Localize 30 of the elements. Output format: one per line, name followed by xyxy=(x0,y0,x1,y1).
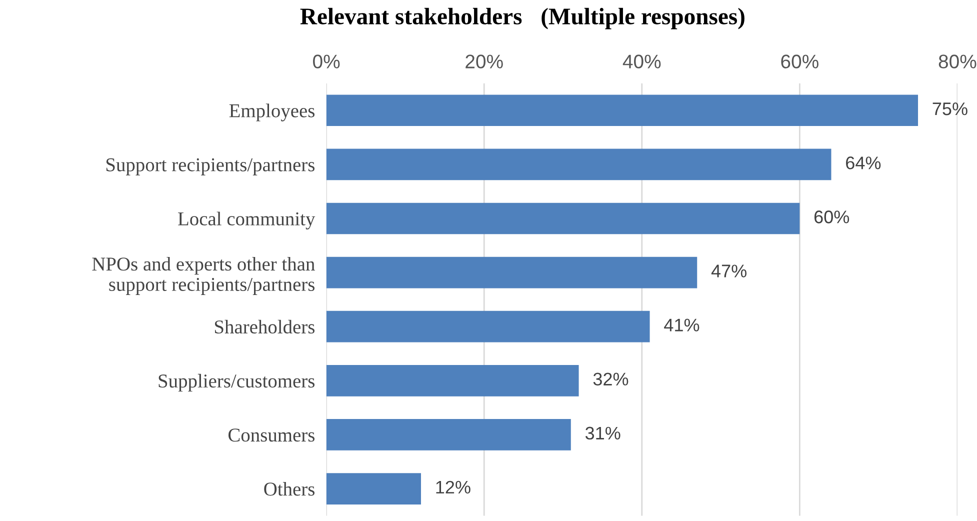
bar xyxy=(326,419,571,450)
y-tick-label: Employees xyxy=(229,104,314,122)
y-tick-label: Suppliers/customers xyxy=(158,374,314,392)
bar xyxy=(326,94,918,126)
x-tick-label: 80% xyxy=(938,54,976,68)
y-tick-label: Shareholders xyxy=(214,320,314,334)
bar xyxy=(326,202,800,234)
data-label: 60% xyxy=(814,210,850,224)
x-tick-label: 40% xyxy=(622,54,661,68)
x-tick-label: 60% xyxy=(781,54,818,68)
bar xyxy=(326,473,421,504)
data-label: 41% xyxy=(664,318,700,332)
data-label: 64% xyxy=(846,156,881,170)
data-label: 32% xyxy=(593,372,628,386)
y-tick-label: Local community xyxy=(178,212,316,230)
x-tick-label: 0% xyxy=(313,54,340,68)
bar xyxy=(326,364,579,396)
bar xyxy=(326,310,650,342)
y-tick-label: NPOs and experts other than support recipients/partners xyxy=(92,256,315,295)
data-label: 75% xyxy=(932,102,968,116)
bar xyxy=(326,148,832,180)
y-tick-label: Consumers xyxy=(228,428,314,442)
y-tick-label: Others xyxy=(264,482,314,496)
data-label: 47% xyxy=(711,264,746,278)
x-tick-label: 20% xyxy=(466,54,503,68)
bar xyxy=(326,256,698,288)
data-label: 12% xyxy=(436,480,470,494)
chart-title: Relevant stakeholders (Multiple responses) xyxy=(300,8,744,30)
y-tick-label: Support recipients/partners xyxy=(106,158,314,176)
data-label: 31% xyxy=(585,426,620,440)
